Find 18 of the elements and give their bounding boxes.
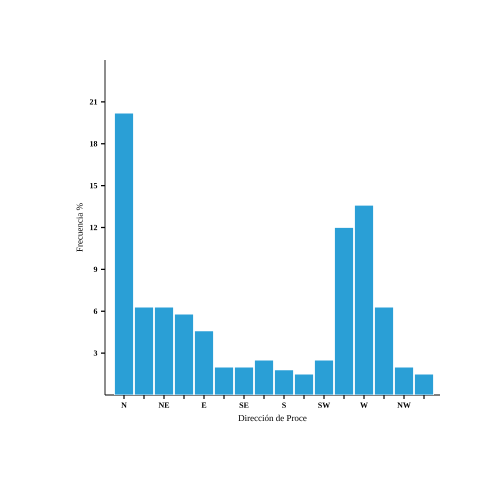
bar [354, 204, 374, 395]
bar [274, 369, 294, 395]
bar [214, 366, 234, 395]
bar [114, 112, 134, 395]
bar [194, 330, 214, 395]
bar [314, 360, 334, 395]
y-axis-title: Frecuencia % [76, 203, 83, 252]
bar [394, 366, 414, 395]
bar [374, 306, 394, 395]
bar [294, 374, 314, 395]
bar [174, 314, 194, 395]
x-axis-title: Dirección de Proce [238, 414, 307, 422]
bar [134, 306, 154, 395]
bar [414, 374, 434, 395]
bar [334, 227, 354, 395]
bar [254, 360, 274, 395]
bar [234, 366, 254, 395]
bar [154, 306, 174, 395]
